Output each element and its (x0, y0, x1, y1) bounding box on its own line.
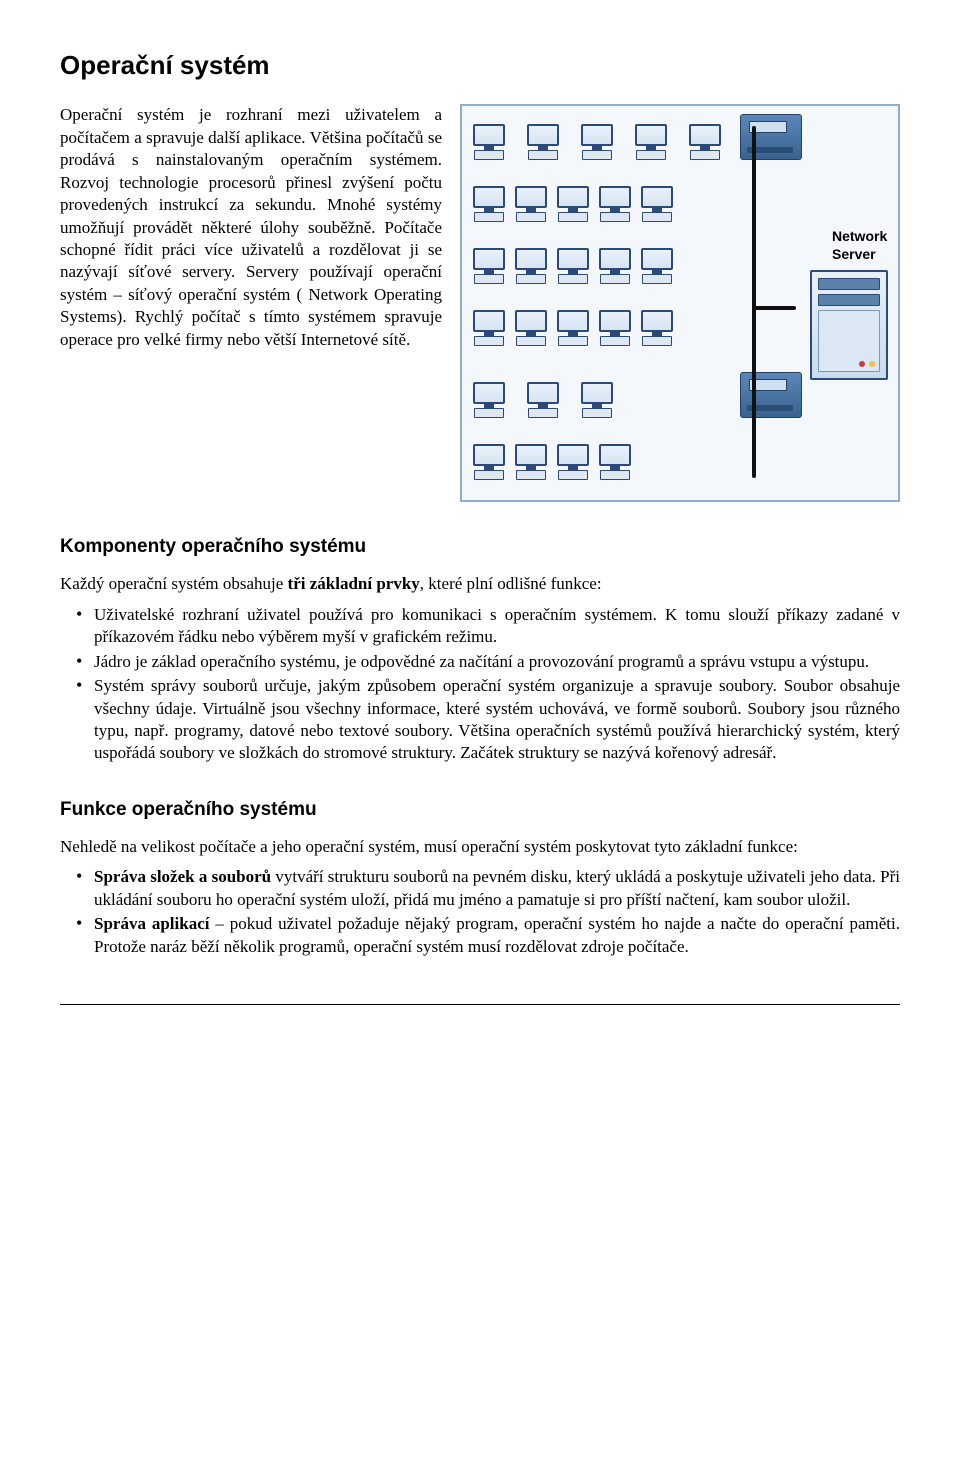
pc-icon (638, 248, 676, 284)
server-label: Network Server (832, 227, 887, 264)
pc-icon (554, 248, 592, 284)
server-drive (818, 278, 880, 290)
server-icon (810, 270, 888, 380)
printer-icon (740, 114, 802, 160)
components-intro-pre: Každý operační systém obsahuje (60, 574, 288, 593)
pc-icon (470, 248, 508, 284)
pc-icon (596, 444, 634, 480)
pc-icon (632, 124, 670, 160)
server-panel (818, 310, 880, 372)
component-item: Uživatelské rozhraní uživatel používá pr… (94, 604, 900, 649)
pc-icon (470, 310, 508, 346)
server-area: Network Server (808, 114, 890, 492)
components-intro-post: , které plní odlišné funkce: (420, 574, 602, 593)
pc-icon (596, 248, 634, 284)
pc-icon (524, 124, 562, 160)
pc-icon (512, 444, 550, 480)
functions-intro: Nehledě na velikost počítače a jeho oper… (60, 836, 900, 858)
pc-icon (686, 124, 724, 160)
pc-icon (638, 186, 676, 222)
server-led (869, 361, 875, 367)
components-intro: Každý operační systém obsahuje tři zákla… (60, 573, 900, 595)
pc-icon (596, 310, 634, 346)
function-item-rest: – pokud uživatel požaduje nějaký program… (94, 914, 900, 955)
printer-icon (740, 372, 802, 418)
pc-icon (554, 310, 592, 346)
page-title: Operační systém (60, 48, 900, 82)
footer-rule (60, 1004, 900, 1005)
pc-icon (470, 382, 508, 418)
server-label-line2: Server (832, 246, 876, 262)
trunk-to-server (752, 306, 796, 310)
section-functions-title: Funkce operačního systému (60, 797, 900, 822)
pc-icon (578, 382, 616, 418)
trunk-vertical (752, 126, 756, 478)
function-item: Správa složek a souborů vytváří struktur… (94, 866, 900, 911)
server-label-line1: Network (832, 228, 887, 244)
pc-icon (596, 186, 634, 222)
pc-icon (512, 310, 550, 346)
network-diagram: Network Server (460, 104, 900, 502)
pc-icon (470, 444, 508, 480)
pc-icon (470, 186, 508, 222)
pc-icon (638, 310, 676, 346)
pc-icon (554, 444, 592, 480)
components-list: Uživatelské rozhraní uživatel používá pr… (60, 604, 900, 765)
network-diagram-wrap: Network Server (460, 104, 900, 502)
server-drive (818, 294, 880, 306)
components-intro-bold: tři základní prvky (288, 574, 420, 593)
intro-paragraph: Operační systém je rozhraní mezi uživate… (60, 104, 442, 351)
pc-icon (578, 124, 616, 160)
pc-icon (512, 186, 550, 222)
pc-icon (512, 248, 550, 284)
pc-icon (554, 186, 592, 222)
pc-icon (524, 382, 562, 418)
pc-icon (470, 124, 508, 160)
section-components-title: Komponenty operačního systému (60, 534, 900, 559)
function-item-bold: Správa složek a souborů (94, 867, 271, 886)
component-item: Jádro je základ operačního systému, je o… (94, 651, 900, 673)
intro-row: Operační systém je rozhraní mezi uživate… (60, 104, 900, 502)
component-item: Systém správy souborů určuje, jakým způs… (94, 675, 900, 765)
function-item-bold: Správa aplikací (94, 914, 209, 933)
functions-list: Správa složek a souborů vytváří struktur… (60, 866, 900, 958)
function-item: Správa aplikací – pokud uživatel požaduj… (94, 913, 900, 958)
